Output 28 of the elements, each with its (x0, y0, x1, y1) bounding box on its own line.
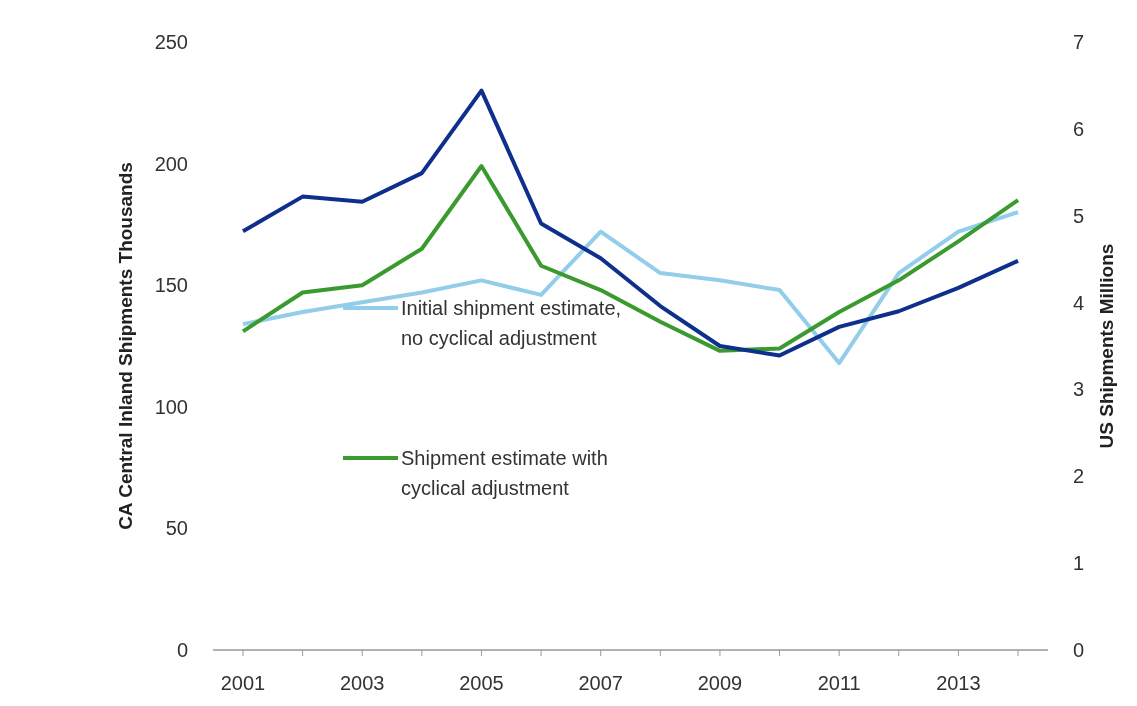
line-series (241, 88, 1020, 358)
y2-tick-label: 3 (1073, 378, 1085, 401)
x-tick-label: 2003 (339, 672, 385, 694)
legend-label: Initial shipment estimate, no cyclical adjustment (401, 297, 622, 349)
y2-tick-label: 2 (1073, 465, 1085, 488)
y2-tick-label: 7 (1073, 31, 1085, 53)
x-tick-label: 2005 (459, 672, 504, 694)
y2-tick-label: 5 (1073, 204, 1085, 227)
y-tick-label: 150 (154, 274, 188, 297)
x-tick-label: 2007 (578, 672, 623, 694)
y-tick-label: 50 (165, 517, 188, 540)
x-tick-label: 2013 (936, 672, 981, 694)
legend-label: Shipment estimate with cyclical adjustment (401, 447, 608, 499)
x-tick-label: 2001 (220, 672, 266, 694)
y-tick-label: 250 (154, 31, 188, 53)
y2-tick-label: 1 (1073, 552, 1085, 575)
y2-tick-label: 4 (1073, 291, 1085, 314)
y-tick-label: 200 (154, 152, 188, 175)
y2-tick-label: 6 (1073, 117, 1085, 140)
y-axis-title: CA Central Inland Shipments Thousands (115, 162, 136, 530)
y-tick-label: 100 (154, 395, 188, 418)
x-tick-label: 2009 (697, 672, 743, 694)
x-tick-label: 2011 (817, 672, 861, 694)
y2-tick-label: 0 (1073, 639, 1085, 661)
line-series (241, 164, 1020, 353)
y2-axis-title: US Shipments Millions (1096, 243, 1117, 449)
line-series (241, 210, 1020, 366)
y-tick-label: 0 (176, 639, 188, 661)
